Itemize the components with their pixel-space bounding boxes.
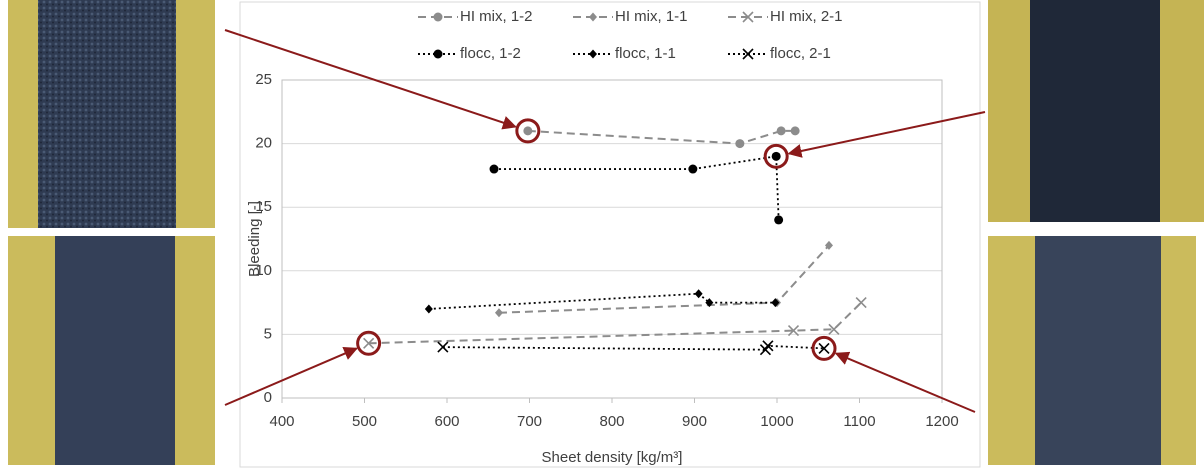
point [776, 126, 786, 136]
series-line [494, 155, 780, 220]
photo-top-right [988, 0, 1204, 222]
point-stroke [818, 342, 830, 354]
annotation-arrow [787, 111, 986, 158]
y-tick-label: 10 [255, 262, 272, 279]
x-tick-label: 900 [682, 413, 707, 430]
series-line [527, 129, 796, 145]
point [694, 289, 703, 299]
legend-item: HI mix, 1-1 [573, 8, 688, 25]
highlight-ring [515, 118, 541, 144]
point-stroke [742, 11, 754, 23]
point [688, 164, 698, 174]
point [828, 323, 840, 335]
photo-bottom-left [8, 236, 215, 465]
point [523, 126, 533, 136]
point [424, 304, 433, 314]
x-tick-label: 500 [352, 413, 377, 430]
photo-bottom-right [988, 236, 1196, 465]
legend-item: flocc, 2-1 [728, 45, 831, 62]
point [742, 48, 754, 60]
legend-label: flocc, 2-1 [770, 45, 831, 62]
legend-label: HI mix, 1-2 [460, 8, 533, 25]
point-stroke [787, 325, 800, 337]
photo-top-left [8, 0, 215, 228]
point [494, 308, 503, 318]
highlight-ring [763, 143, 789, 169]
x-axis-title: Sheet density [kg/m³] [542, 449, 683, 466]
series-line [368, 301, 862, 345]
point [589, 49, 597, 59]
point [855, 297, 867, 309]
legend-item: HI mix, 2-1 [728, 8, 843, 25]
point [433, 49, 443, 59]
point [589, 12, 597, 22]
x-tick-label: 400 [269, 413, 294, 430]
x-tick-label: 1100 [843, 413, 875, 430]
point-stroke [762, 340, 774, 352]
legend-item: flocc, 1-1 [573, 45, 676, 62]
point-stroke [855, 297, 867, 309]
x-tick-label: 700 [517, 413, 542, 430]
y-tick-label: 15 [255, 198, 272, 215]
annotation-arrow [224, 29, 517, 130]
y-tick-label: 20 [255, 135, 272, 152]
point [771, 151, 781, 161]
legend-label: HI mix, 2-1 [770, 8, 843, 25]
point [790, 126, 800, 136]
point [762, 340, 774, 352]
point [437, 341, 449, 353]
point-stroke [437, 341, 449, 353]
point [818, 342, 830, 354]
highlight-ring [356, 330, 382, 356]
point [489, 164, 499, 174]
annotation-arrow [224, 346, 358, 406]
point-stroke [828, 323, 840, 335]
x-tick-label: 800 [599, 413, 624, 430]
point-stroke [742, 48, 754, 60]
point-stroke [363, 337, 375, 349]
point [824, 240, 833, 250]
point [787, 325, 800, 337]
legend-label: flocc, 1-1 [615, 45, 676, 62]
point [774, 215, 784, 225]
x-tick-label: 1000 [760, 413, 793, 430]
point [433, 12, 443, 22]
point [771, 298, 780, 308]
annotation-arrow [834, 351, 976, 413]
legend-label: flocc, 1-2 [460, 45, 521, 62]
series-line [428, 292, 776, 310]
point [742, 11, 754, 23]
point [363, 337, 375, 349]
x-tick-label: 1200 [925, 413, 958, 430]
legend-label: HI mix, 1-1 [615, 8, 688, 25]
highlight-ring [811, 335, 837, 361]
series-line [442, 344, 825, 351]
legend-item: HI mix, 1-2 [418, 8, 533, 25]
x-tick-label: 600 [434, 413, 459, 430]
y-tick-label: 0 [264, 389, 272, 406]
legend-item: flocc, 1-2 [418, 45, 521, 62]
y-axis-title: Bleeding [-] [246, 201, 263, 277]
y-tick-label: 5 [264, 325, 272, 342]
point [735, 139, 745, 149]
y-tick-label: 25 [255, 71, 272, 88]
point [705, 298, 714, 308]
